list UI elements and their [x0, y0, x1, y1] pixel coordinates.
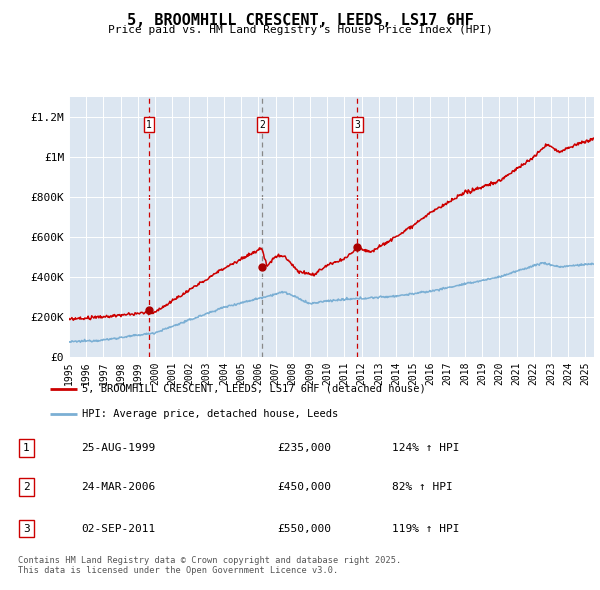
- Text: 25-AUG-1999: 25-AUG-1999: [81, 443, 155, 453]
- Text: 124% ↑ HPI: 124% ↑ HPI: [392, 443, 460, 453]
- Text: HPI: Average price, detached house, Leeds: HPI: Average price, detached house, Leed…: [83, 409, 339, 419]
- Text: 119% ↑ HPI: 119% ↑ HPI: [392, 523, 460, 533]
- Text: £450,000: £450,000: [277, 482, 331, 492]
- Text: 1: 1: [146, 120, 152, 130]
- Text: Price paid vs. HM Land Registry's House Price Index (HPI): Price paid vs. HM Land Registry's House …: [107, 25, 493, 35]
- Text: 2: 2: [259, 120, 265, 130]
- Text: 82% ↑ HPI: 82% ↑ HPI: [392, 482, 453, 492]
- Text: £550,000: £550,000: [277, 523, 331, 533]
- Text: 24-MAR-2006: 24-MAR-2006: [81, 482, 155, 492]
- Text: 3: 3: [23, 523, 30, 533]
- Text: 1: 1: [23, 443, 30, 453]
- Text: 3: 3: [355, 120, 360, 130]
- Text: £235,000: £235,000: [277, 443, 331, 453]
- Text: 02-SEP-2011: 02-SEP-2011: [81, 523, 155, 533]
- Text: 2: 2: [23, 482, 30, 492]
- Text: 5, BROOMHILL CRESCENT, LEEDS, LS17 6HF: 5, BROOMHILL CRESCENT, LEEDS, LS17 6HF: [127, 13, 473, 28]
- Text: Contains HM Land Registry data © Crown copyright and database right 2025.
This d: Contains HM Land Registry data © Crown c…: [18, 556, 401, 575]
- Text: 5, BROOMHILL CRESCENT, LEEDS, LS17 6HF (detached house): 5, BROOMHILL CRESCENT, LEEDS, LS17 6HF (…: [83, 384, 426, 394]
